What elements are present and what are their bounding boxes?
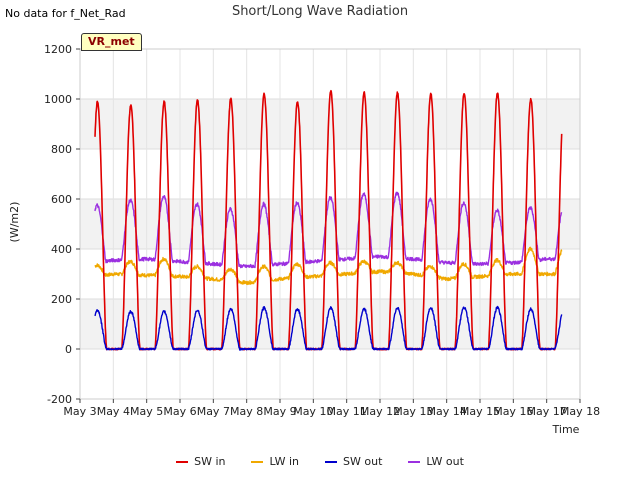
- y-tick-label: 1200: [44, 43, 72, 56]
- legend-swatch-sw-out: [325, 460, 338, 463]
- legend-item-sw-in: SW in: [176, 455, 225, 468]
- x-axis-label: Time: [552, 423, 580, 436]
- x-tick-label: May 9: [263, 405, 296, 418]
- x-tick-label: May 7: [197, 405, 230, 418]
- series-line-sw-out: [94, 305, 563, 351]
- series-lines: [94, 89, 563, 351]
- y-axis-label: (W/m2): [8, 202, 21, 243]
- x-tick-label: May 10: [293, 405, 333, 418]
- x-tick-label: May 4: [97, 405, 130, 418]
- y-tick-label: 800: [51, 143, 72, 156]
- y-tick-label: 0: [65, 343, 72, 356]
- chart-title: Short/Long Wave Radiation: [231, 4, 409, 19]
- x-tick-label: May 6: [163, 405, 196, 418]
- plot-band: [80, 199, 580, 249]
- y-tick-label: 400: [51, 243, 72, 256]
- legend-label-sw-out: SW out: [343, 455, 383, 468]
- x-tick-label: May 5: [130, 405, 163, 418]
- legend-item-sw-out: SW out: [325, 455, 382, 468]
- y-tick-label: -200: [47, 393, 72, 406]
- x-tick-label: May 15: [460, 405, 500, 418]
- x-tick-label: May 8: [230, 405, 263, 418]
- legend-item-lw-out: LW out: [408, 455, 464, 468]
- x-tick-label: May 12: [360, 405, 400, 418]
- no-data-note: No data for f_Net_Rad: [5, 7, 126, 20]
- x-tick-label: May 13: [393, 405, 433, 418]
- series-line-lw-in: [94, 246, 563, 286]
- legend-swatch-sw-in: [176, 460, 189, 463]
- legend-label-lw-in: LW in: [269, 455, 300, 468]
- y-tick-label: 200: [51, 293, 72, 306]
- y-tick-label: 1000: [44, 93, 72, 106]
- x-tick-label: May 3: [63, 405, 96, 418]
- legend-swatch-lw-in: [251, 460, 264, 463]
- x-tick-label: May 17: [527, 405, 567, 418]
- x-tick-label: May 18: [560, 405, 600, 418]
- series-line-lw-out: [94, 191, 563, 269]
- x-tick-label: May 16: [493, 405, 533, 418]
- y-tick-label: 600: [51, 193, 72, 206]
- legend-item-lw-in: LW in: [251, 455, 299, 468]
- legend-swatch-lw-out: [408, 460, 421, 463]
- legend: SW in LW in SW out LW out: [0, 455, 640, 468]
- y-axis-ticks: -200 0 200 400 600 800 1000 1200: [44, 43, 80, 406]
- plot-frame: [79, 48, 581, 400]
- legend-label-lw-out: LW out: [426, 455, 464, 468]
- legend-label-sw-in: SW in: [194, 455, 226, 468]
- x-tick-label: May 11: [327, 405, 367, 418]
- x-tick-label: May 14: [427, 405, 467, 418]
- site-badge: VR_met: [81, 33, 142, 51]
